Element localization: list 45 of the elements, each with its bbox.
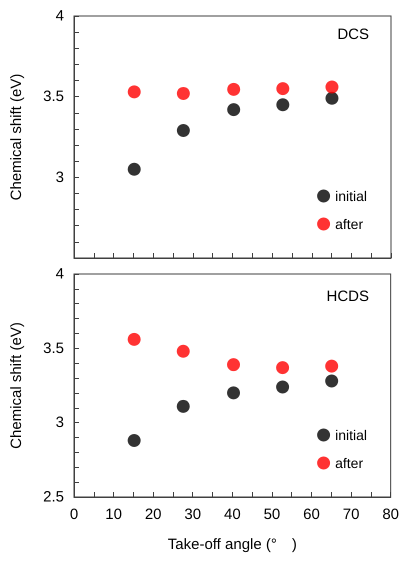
x-tick-label: 50	[264, 506, 280, 523]
point	[276, 82, 290, 96]
legend-label: after	[335, 216, 364, 232]
point	[276, 380, 290, 394]
legend-label: initial	[335, 188, 368, 204]
point	[227, 358, 240, 372]
point	[276, 98, 290, 112]
point	[128, 434, 141, 448]
x-tick-label: 80	[382, 506, 399, 523]
y-axis-title: Chemical shift (eV)	[8, 322, 25, 449]
y-axis-title: Chemical shift (eV)	[8, 74, 25, 200]
y-tick-label: 4	[56, 266, 64, 282]
point	[227, 386, 240, 400]
point	[128, 85, 141, 98]
x-axis-title: Take-off angle (° )	[168, 536, 297, 553]
y-tick-label: 3.5	[43, 88, 64, 106]
y-tick-label: 3	[56, 414, 64, 432]
point	[325, 80, 338, 94]
point	[276, 361, 290, 374]
point	[325, 360, 338, 373]
text: HCDS	[326, 288, 370, 305]
point	[325, 374, 338, 388]
y-tick-label: 2.5	[43, 488, 64, 506]
x-tick-label: 60	[303, 506, 320, 523]
x-tick-label: 40	[224, 506, 241, 523]
point	[176, 344, 190, 358]
x-tick-label: 30	[184, 506, 202, 523]
point	[176, 86, 190, 100]
point	[176, 400, 190, 413]
point	[128, 162, 141, 176]
legend-label: after	[335, 455, 364, 471]
y-tick-label: 3.5	[43, 340, 64, 357]
x-tick-label: 0	[70, 506, 78, 523]
point	[325, 92, 338, 105]
text: DCS	[337, 26, 369, 43]
legend-label: initial	[335, 427, 368, 443]
point	[176, 124, 190, 138]
x-tick-label: 70	[342, 506, 360, 523]
y-tick-label: 4	[56, 8, 64, 24]
point	[128, 332, 141, 346]
x-tick-label: 10	[105, 506, 122, 523]
point	[227, 103, 240, 116]
point	[227, 82, 240, 96]
y-tick-label: 3	[56, 168, 64, 186]
x-tick-label: 20	[144, 506, 162, 523]
